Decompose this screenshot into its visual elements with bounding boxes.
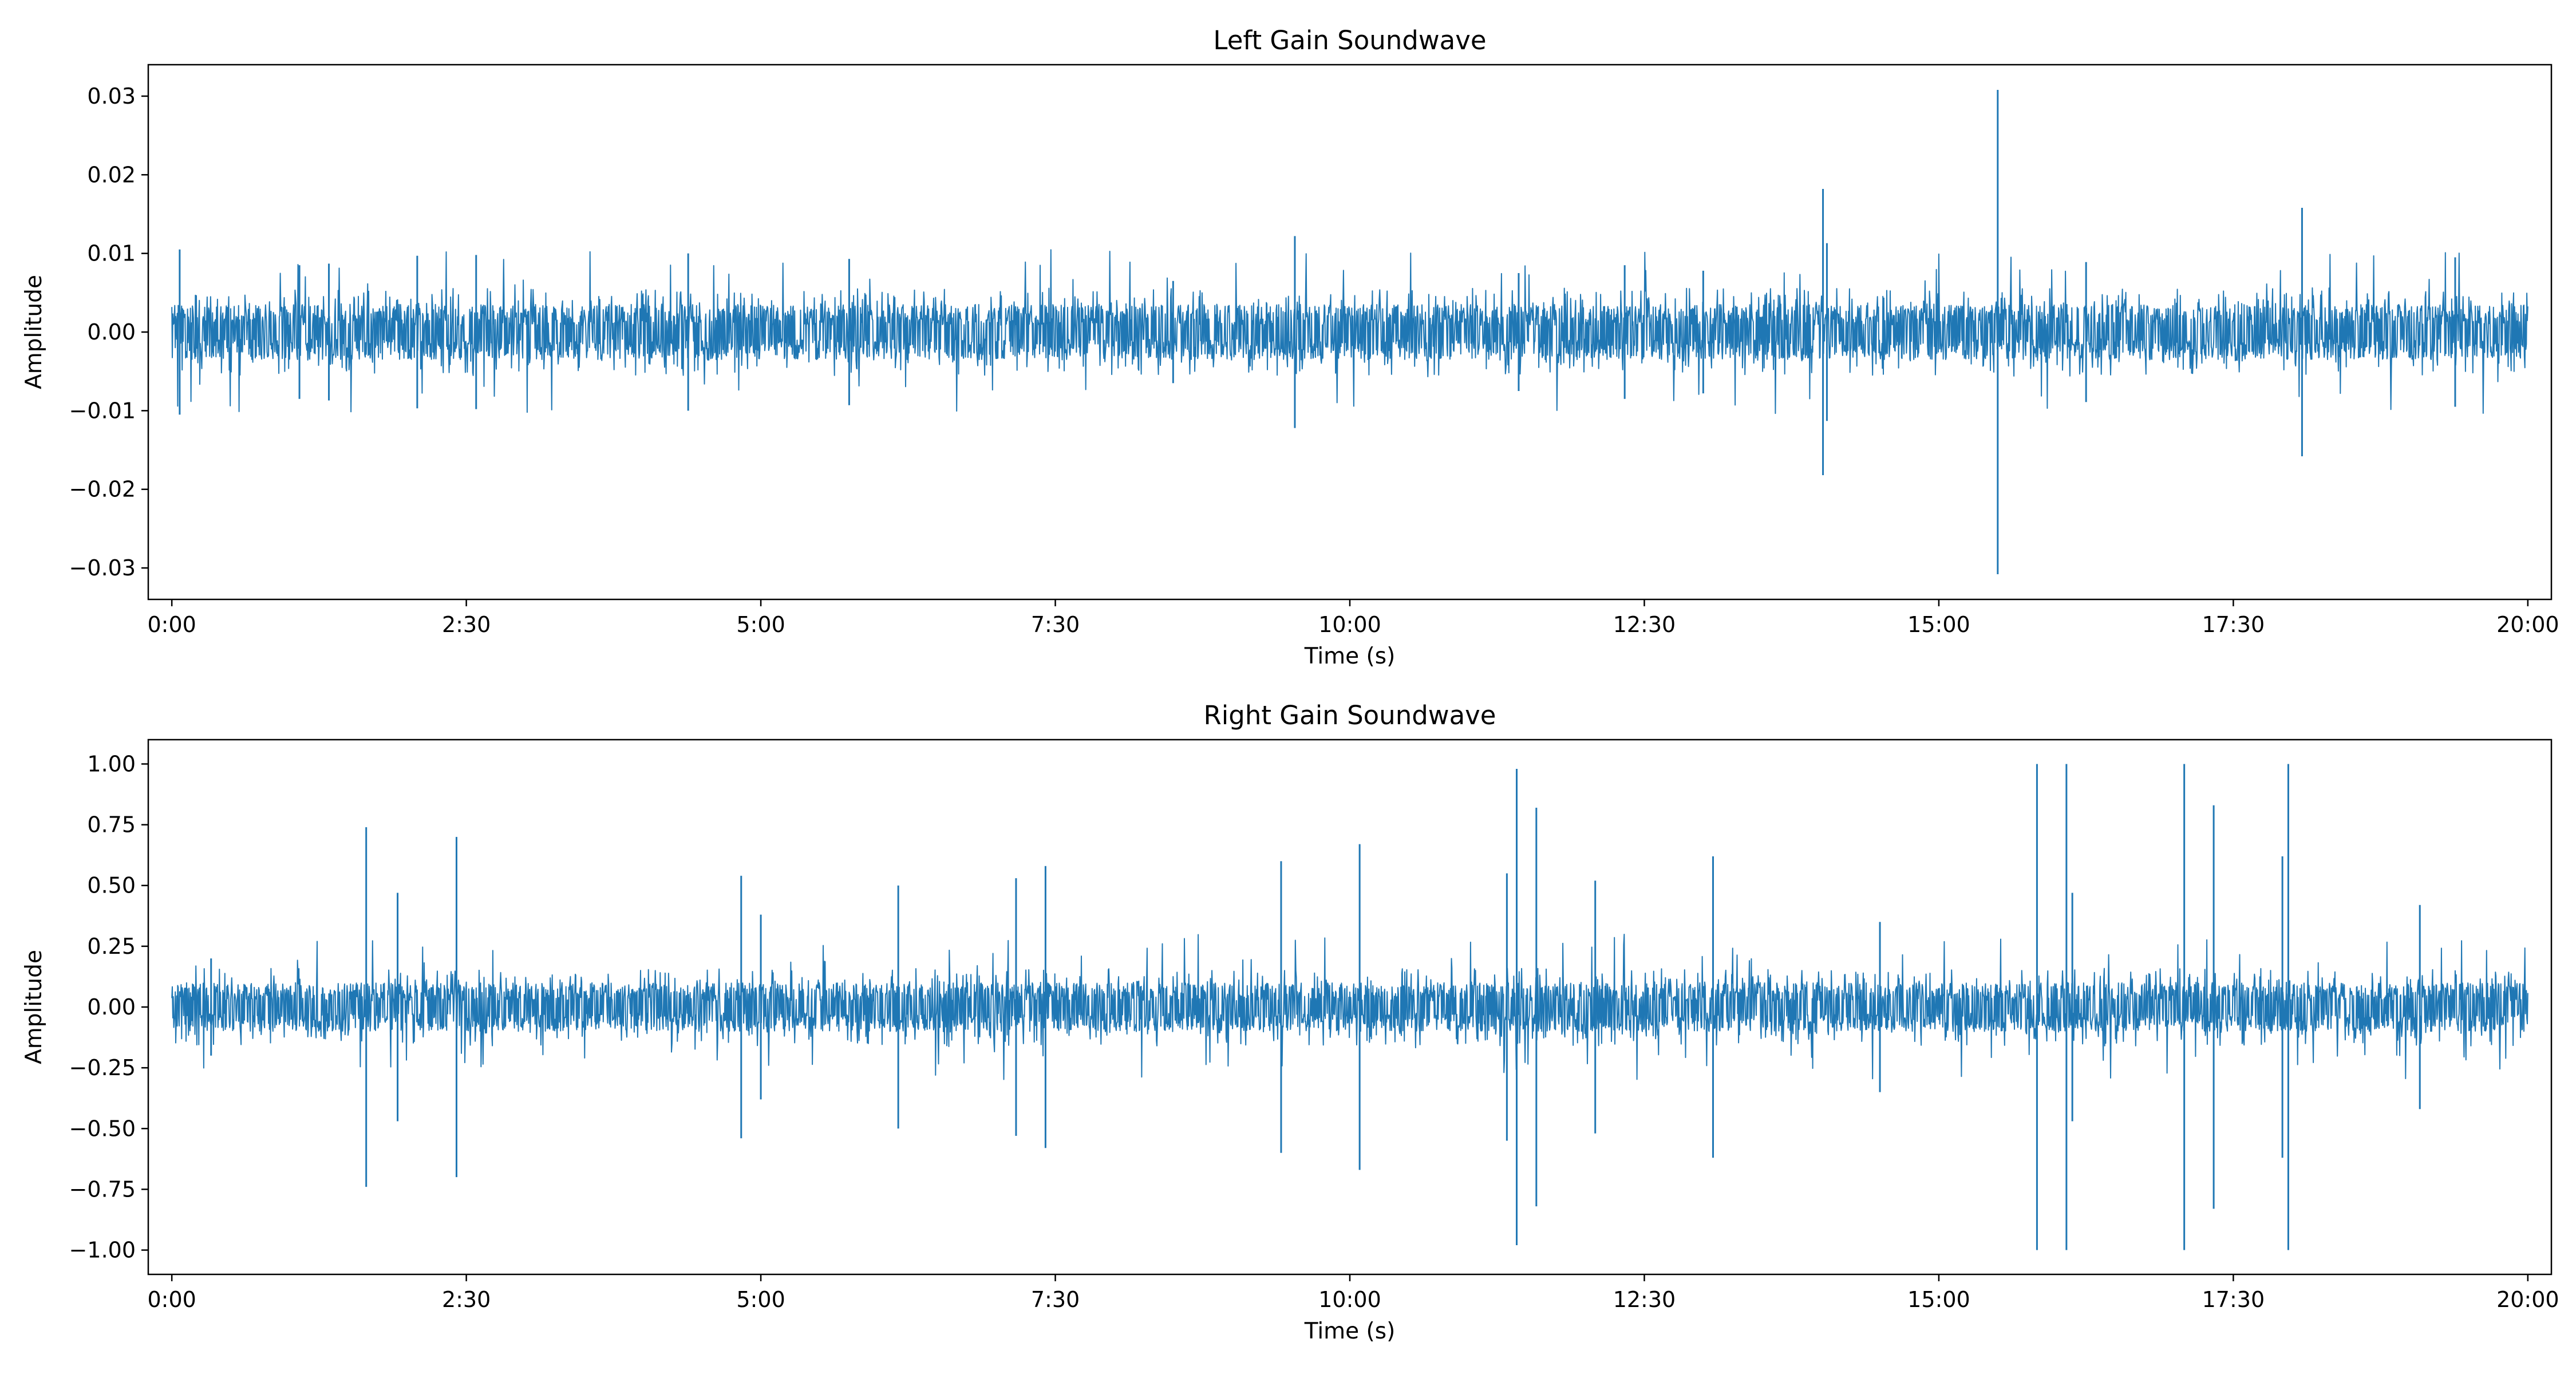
- x-tick-label: 17:30: [2202, 1287, 2265, 1312]
- x-axis-label: Time (s): [1304, 1318, 1396, 1344]
- x-tick-label: 10:00: [1318, 1287, 1381, 1312]
- y-tick-label: −1.00: [69, 1238, 136, 1263]
- x-tick-label: 7:30: [1031, 1287, 1080, 1312]
- x-axis-label: Time (s): [1304, 643, 1396, 669]
- y-tick-label: 0.01: [87, 241, 136, 266]
- y-tick-label: 0.25: [87, 934, 136, 959]
- y-tick-label: 0.50: [87, 873, 136, 898]
- x-tick-label: 20:00: [2496, 1287, 2559, 1312]
- y-tick-label: −0.25: [69, 1055, 136, 1080]
- waveform-line: [171, 934, 2528, 1080]
- y-tick-label: −0.03: [69, 555, 136, 581]
- y-tick-label: −0.50: [69, 1116, 136, 1141]
- x-tick-label: 17:30: [2202, 612, 2265, 637]
- y-tick-label: −0.75: [69, 1176, 136, 1202]
- x-tick-label: 20:00: [2496, 612, 2559, 637]
- chart-panel-2: 0:00 2:30 5:00 7:30 10:00 12:30 15:00 17:30 20:0…: [21, 700, 2559, 1344]
- x-tick-label: 0:00: [147, 612, 196, 637]
- y-tick-label: 0.03: [87, 84, 136, 109]
- y-tick-label: 0.00: [87, 994, 136, 1020]
- x-tick-label: 12:30: [1613, 1287, 1676, 1312]
- y-tick-label: −0.02: [69, 477, 136, 502]
- y-tick-label: 0.75: [87, 812, 136, 838]
- x-tick-label: 0:00: [147, 1287, 196, 1312]
- x-tick-label: 7:30: [1031, 612, 1080, 637]
- x-tick-label: 2:30: [442, 1287, 491, 1312]
- y-tick-label: 1.00: [87, 751, 136, 776]
- x-tick-label: 5:00: [736, 612, 785, 637]
- chart-panel-1: 0:00 2:30 5:00 7:30 10:00 12:30 15:00 17:30 20:0…: [21, 25, 2559, 669]
- x-tick-label: 10:00: [1318, 612, 1381, 637]
- chart-title: Right Gain Soundwave: [1204, 700, 1496, 731]
- x-tick-label: 5:00: [736, 1287, 785, 1312]
- x-tick-label: 15:00: [1907, 1287, 1970, 1312]
- x-tick-label: 12:30: [1613, 612, 1676, 637]
- y-axis-label: Amplitude: [21, 950, 47, 1064]
- y-tick-label: −0.01: [69, 398, 136, 423]
- y-tick-label: 0.00: [87, 319, 136, 345]
- y-tick-label: 0.02: [87, 162, 136, 187]
- chart-title: Left Gain Soundwave: [1213, 25, 1486, 56]
- y-axis-label: Amplitude: [21, 275, 47, 389]
- x-tick-label: 2:30: [442, 612, 491, 637]
- x-tick-label: 15:00: [1907, 612, 1970, 637]
- waveform-line: [171, 249, 2528, 414]
